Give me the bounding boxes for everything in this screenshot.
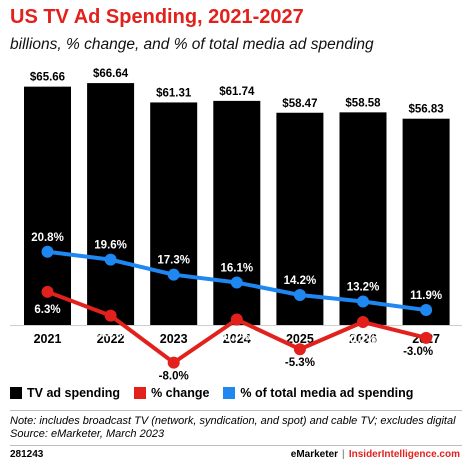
bar-2022 bbox=[87, 83, 135, 325]
legend-label-percent-change: % change bbox=[151, 386, 210, 400]
share-label-2021: 20.8% bbox=[31, 232, 64, 244]
share-point-2022 bbox=[104, 253, 117, 266]
bar-2024 bbox=[213, 100, 261, 326]
change-point-2022 bbox=[104, 309, 117, 322]
share-label-2023: 17.3% bbox=[157, 255, 190, 267]
change-label-2021: 6.3% bbox=[34, 304, 60, 316]
change-point-2021 bbox=[41, 285, 54, 298]
bar-label-2021: $65.66 bbox=[30, 72, 65, 84]
chart-title: US TV Ad Spending, 2021-2027 bbox=[10, 6, 304, 28]
bar-label-2023: $61.31 bbox=[156, 87, 192, 99]
change-point-2025 bbox=[293, 343, 306, 356]
share-point-2025 bbox=[293, 288, 306, 301]
bar-2027 bbox=[402, 118, 450, 326]
bar-label-2025: $58.47 bbox=[282, 98, 317, 110]
share-point-2026 bbox=[357, 295, 369, 308]
bar-2023 bbox=[150, 102, 198, 325]
divider-top bbox=[10, 410, 462, 411]
legend-item-percent-change: % change bbox=[134, 386, 209, 400]
brand-emarketer: eMarketer bbox=[290, 449, 339, 460]
share-point-2024 bbox=[230, 276, 243, 289]
chart-plot: $65.66 2021 $66.64 2022 $61.31 2023 $61.74 2024… bbox=[10, 68, 462, 383]
share-label-2026: 13.2% bbox=[347, 282, 380, 294]
chart-legend: TV ad spending % change % of total media… bbox=[10, 386, 427, 400]
bar-2021 bbox=[24, 86, 71, 325]
change-label-2026: 0.2% bbox=[350, 334, 376, 346]
x-tick-2026: 2026 bbox=[349, 332, 377, 346]
legend-item-tv-ad-spending: TV ad spending bbox=[10, 386, 120, 400]
change-point-2027 bbox=[420, 331, 433, 344]
share-label-2027: 11.9% bbox=[410, 290, 442, 302]
change-label-2027: -3.0% bbox=[403, 346, 433, 358]
bar-label-2022: $66.64 bbox=[93, 68, 129, 80]
legend-label-share-of-total: % of total media ad spending bbox=[240, 386, 414, 400]
brand-footer: eMarketer | InsiderIntelligence.com bbox=[291, 449, 460, 460]
legend-label-tv-ad-spending: TV ad spending bbox=[27, 386, 121, 400]
chart-notes: Note: includes broadcast TV (network, sy… bbox=[10, 415, 465, 441]
source-text: Source: eMarketer, March 2023 bbox=[10, 428, 165, 440]
change-label-2023: -8.0% bbox=[159, 371, 189, 383]
share-label-2022: 19.6% bbox=[94, 240, 127, 252]
chart-subtitle: billions, % change, and % of total media… bbox=[10, 36, 374, 53]
x-tick-2025: 2025 bbox=[286, 332, 314, 346]
share-label-2025: 14.2% bbox=[284, 275, 317, 287]
divider-bottom bbox=[10, 445, 462, 446]
change-point-2026 bbox=[357, 316, 369, 329]
legend-swatch-share bbox=[223, 387, 236, 399]
chart-id: 281243 bbox=[10, 449, 44, 460]
x-tick-2023: 2023 bbox=[160, 332, 188, 346]
bar-label-2027: $56.83 bbox=[409, 104, 444, 116]
bar-2026 bbox=[339, 112, 387, 325]
brand-insider-intelligence: InsiderIntelligence.com bbox=[348, 449, 460, 460]
change-label-2022: 1.5% bbox=[97, 328, 123, 340]
bar-label-2024: $61.74 bbox=[219, 86, 255, 98]
share-point-2021 bbox=[41, 245, 54, 258]
x-tick-2021: 2021 bbox=[34, 332, 62, 346]
change-label-2025: -5.3% bbox=[285, 357, 315, 369]
note-text: Note: includes broadcast TV (network, sy… bbox=[10, 415, 456, 427]
brand-separator: | bbox=[342, 449, 345, 460]
share-point-2027 bbox=[420, 304, 433, 317]
share-label-2024: 16.1% bbox=[220, 263, 253, 275]
change-label-2024: 0.7% bbox=[224, 332, 250, 344]
share-point-2023 bbox=[167, 268, 180, 281]
x-tick-2024: 2024 bbox=[223, 332, 251, 346]
legend-swatch-bar bbox=[10, 387, 22, 399]
x-tick-2022: 2022 bbox=[97, 332, 125, 346]
legend-swatch-change bbox=[134, 387, 147, 399]
legend-item-share-of-total: % of total media ad spending bbox=[223, 386, 413, 400]
change-point-2023 bbox=[167, 356, 180, 369]
bar-label-2026: $58.58 bbox=[345, 97, 381, 109]
change-point-2024 bbox=[230, 313, 243, 326]
